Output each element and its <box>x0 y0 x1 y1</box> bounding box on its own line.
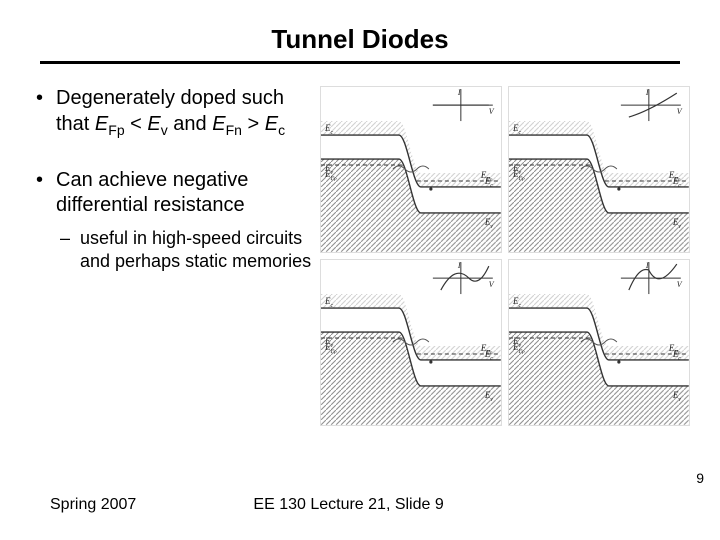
band-panel-3: Ec Ev EFp EFn Ec Ev I V <box>320 259 502 426</box>
b1-and: and <box>168 113 212 135</box>
b1-efn: E <box>212 113 225 135</box>
svg-text:V: V <box>677 280 683 289</box>
b2-text: Can achieve negative differential resist… <box>56 169 248 217</box>
b2-sub-text: useful in high-speed circuits and perhap… <box>80 228 311 271</box>
text-column: Degenerately doped such that EFp < Ev an… <box>30 86 320 426</box>
b1-efn-sub: Fn <box>226 122 242 138</box>
footer-center: EE 130 Lecture 21, Slide 9 <box>253 496 443 514</box>
bullet-2-sub: useful in high-speed circuits and perhap… <box>56 227 312 274</box>
svg-text:V: V <box>677 107 683 116</box>
svg-text:I: I <box>645 261 649 270</box>
svg-text:I: I <box>457 88 461 97</box>
band-panel-grid: Ec Ev EFp EFn Ec Ev I V <box>320 86 690 426</box>
b1-ec: E <box>265 113 278 135</box>
bullet-1: Degenerately doped such that EFp < Ev an… <box>30 86 312 140</box>
b1-ev: E <box>147 113 160 135</box>
b1-ev-sub: v <box>161 122 168 138</box>
svg-text:V: V <box>489 280 495 289</box>
svg-text:I: I <box>645 88 649 97</box>
band-panel-2: Ec Ev EFp EFn Ec Ev I V <box>508 86 690 253</box>
b1-lt: < <box>125 113 148 135</box>
b1-efp-sub: Fp <box>108 122 124 138</box>
page-number: 9 <box>696 470 704 486</box>
figure-column: Ec Ev EFp EFn Ec Ev I V <box>320 86 690 426</box>
svg-text:I: I <box>457 261 461 270</box>
slide-title: Tunnel Diodes <box>271 24 448 55</box>
footer-left: Spring 2007 <box>50 496 136 514</box>
b1-gt: > <box>242 113 265 135</box>
b1-ec-sub: c <box>278 122 285 138</box>
svg-text:V: V <box>489 107 495 116</box>
bullet-2: Can achieve negative differential resist… <box>30 168 312 274</box>
band-panel-1: Ec Ev EFp EFn Ec Ev I V <box>320 86 502 253</box>
band-panel-4: Ec Ev EFp EFn Ec Ev I V <box>508 259 690 426</box>
b1-efp: E <box>95 113 108 135</box>
title-rule <box>40 61 680 64</box>
